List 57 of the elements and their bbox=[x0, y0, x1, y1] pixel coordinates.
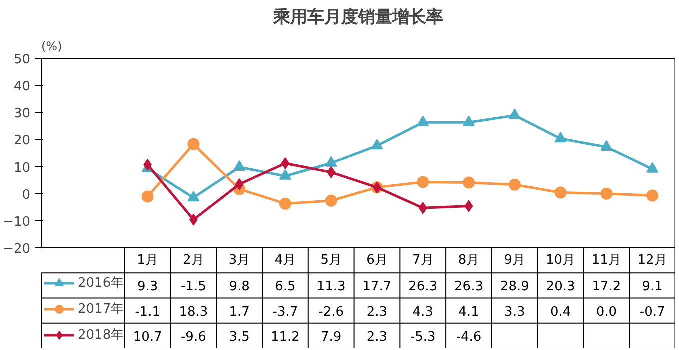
x-tick-label: 6月 bbox=[366, 253, 388, 268]
data-label: 4.3 bbox=[412, 304, 434, 320]
data-label: -0.7 bbox=[640, 304, 666, 320]
y-tick-label: 30 bbox=[14, 106, 31, 122]
x-tick-label: 10月 bbox=[546, 253, 576, 268]
data-label: -4.6 bbox=[456, 330, 482, 345]
x-tick-label: 5月 bbox=[320, 253, 342, 268]
x-tick-label: 1月 bbox=[137, 253, 158, 268]
y-tick-label: 0 bbox=[22, 188, 31, 203]
data-label: 3.3 bbox=[504, 304, 526, 320]
data-label: 6.5 bbox=[275, 280, 296, 295]
data-label: -2.6 bbox=[318, 304, 344, 320]
data-label: 18.3 bbox=[179, 304, 208, 320]
data-label: 9.8 bbox=[229, 280, 250, 295]
data-label: 9.1 bbox=[642, 280, 663, 295]
data-label: 11.2 bbox=[270, 330, 300, 345]
data-label: 4.1 bbox=[458, 304, 480, 320]
x-tick-label: 9月 bbox=[504, 253, 526, 268]
data-label: 17.7 bbox=[362, 280, 392, 295]
x-tick-label: 12月 bbox=[638, 253, 668, 268]
data-label: 17.2 bbox=[592, 280, 622, 295]
y-tick-label: 50 bbox=[14, 52, 31, 68]
y-axis-title: (%) bbox=[42, 40, 62, 54]
data-label: 9.3 bbox=[137, 280, 158, 295]
x-tick-label: 2月 bbox=[183, 253, 204, 268]
data-label: 10.7 bbox=[133, 330, 162, 345]
y-tick-label: 20 bbox=[14, 134, 31, 149]
legend-label: 2016年 bbox=[78, 275, 124, 293]
x-tick-label: 4月 bbox=[274, 253, 296, 268]
data-label: 11.3 bbox=[316, 280, 346, 295]
chart-title: 乘用车月度销量增长率 bbox=[272, 8, 444, 28]
data-label: 3.5 bbox=[229, 330, 250, 345]
data-label: 20.3 bbox=[546, 280, 576, 295]
data-label: -3.7 bbox=[272, 304, 298, 320]
y-tick-label: 40 bbox=[14, 80, 31, 95]
data-label: 26.3 bbox=[454, 280, 484, 295]
data-label: -5.3 bbox=[410, 330, 436, 345]
data-label: 2.3 bbox=[366, 330, 388, 345]
data-label: -1.1 bbox=[135, 304, 160, 320]
legend-label: 2018年 bbox=[78, 327, 124, 345]
legend-label: 2017年 bbox=[78, 301, 124, 319]
x-tick-label: 8月 bbox=[458, 253, 480, 268]
data-label: 0.4 bbox=[550, 304, 572, 320]
x-tick-label: 3月 bbox=[228, 253, 250, 268]
x-tick-label: 7月 bbox=[412, 253, 434, 268]
x-tick-label: 11月 bbox=[592, 253, 622, 268]
data-label: 7.9 bbox=[321, 330, 342, 345]
data-label: 1.7 bbox=[229, 304, 250, 320]
data-label: -1.5 bbox=[180, 280, 206, 295]
data-label: 0.0 bbox=[596, 304, 618, 320]
y-tick-label: −10 bbox=[3, 214, 31, 230]
data-label: -9.6 bbox=[180, 330, 206, 345]
y-tick-label: −20 bbox=[3, 242, 31, 257]
data-label: 26.3 bbox=[408, 280, 438, 295]
data-label: 28.9 bbox=[500, 280, 530, 295]
y-tick-label: 10 bbox=[14, 160, 31, 176]
data-label: 2.3 bbox=[366, 304, 388, 320]
